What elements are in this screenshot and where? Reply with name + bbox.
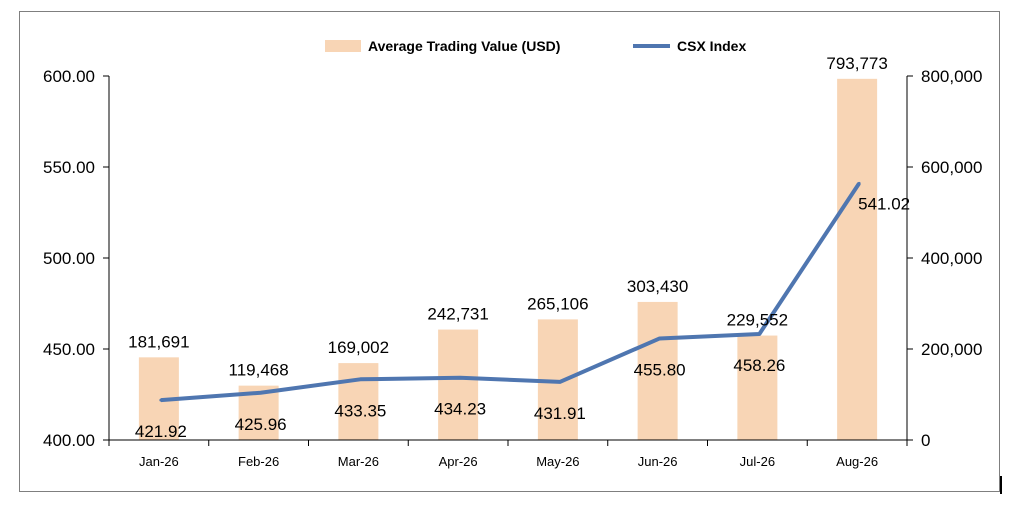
y-left-tick-label: 400.00 [43, 431, 95, 450]
csx-index-point [159, 398, 163, 402]
csx-index-point [259, 391, 263, 395]
y-left-tick-label: 450.00 [43, 340, 95, 359]
bar-jun-26 [637, 301, 678, 440]
csx-index-point [658, 336, 662, 340]
bar-value-label: 265,106 [527, 294, 588, 313]
line-series [159, 181, 861, 403]
x-tick-label: Mar-26 [338, 454, 379, 469]
y-left-tick-label: 550.00 [43, 158, 95, 177]
y-right-tick-label: 0 [921, 431, 930, 450]
line-value-label: 421.92 [135, 422, 187, 441]
legend-label-line: CSX Index [677, 38, 746, 54]
data-labels: 181,691 119,468 169,002 242,731 265,106 303,4… [128, 54, 910, 441]
bar-aug-26 [837, 78, 878, 440]
y-left-tick-label: 600.00 [43, 67, 95, 86]
x-tick-label: Apr-26 [439, 454, 478, 469]
x-tick-label: Jan-26 [139, 454, 179, 469]
csx-index-point [558, 380, 562, 384]
y-right-tick-label: 200,000 [921, 340, 982, 359]
bar-value-label: 119,468 [229, 361, 289, 380]
chart-frame [19, 11, 1000, 492]
csx-index-line [160, 182, 861, 403]
bar-jul-26 [737, 335, 778, 440]
line-value-label: 431.91 [534, 404, 586, 423]
csx-index-point [857, 181, 861, 185]
bar-value-label: 229,552 [727, 311, 788, 330]
legend: Average Trading Value (USD) CSX Index [325, 38, 746, 54]
line-value-label: 433.35 [334, 401, 386, 420]
legend-swatch-bar [325, 40, 361, 52]
csx-index-point [358, 377, 362, 381]
y-right-tick-label: 400,000 [921, 249, 982, 268]
line-value-label: 541.02 [858, 194, 910, 213]
bar-value-label: 303,430 [627, 277, 688, 296]
bar-value-label: 169,002 [328, 338, 389, 357]
bar-mar-26 [338, 363, 379, 440]
bar-value-label: 181,691 [128, 332, 189, 351]
line-value-label: 425.96 [235, 415, 287, 434]
csx-index-point [458, 376, 462, 380]
edge-mark [1000, 476, 1002, 494]
x-tick-label: Jun-26 [638, 454, 678, 469]
line-value-label: 458.26 [733, 356, 785, 375]
legend-label-bar: Average Trading Value (USD) [368, 38, 560, 54]
bar-series [138, 78, 878, 440]
bar-apr-26 [438, 329, 479, 440]
bar-value-label: 793,773 [826, 54, 887, 73]
line-value-label: 434.23 [434, 400, 486, 419]
x-tick-label: May-26 [536, 454, 579, 469]
csx-index-point [757, 332, 761, 336]
y-right-tick-label: 600,000 [921, 158, 982, 177]
axes: 400.00 450.00 500.00 550.00 600.00 0 200,000 40… [43, 67, 982, 469]
x-tick-label: Jul-26 [740, 454, 775, 469]
y-right-tick-label: 800,000 [921, 67, 982, 86]
bar-value-label: 242,731 [427, 305, 488, 324]
x-tick-label: Feb-26 [238, 454, 279, 469]
y-left-tick-label: 500.00 [43, 249, 95, 268]
line-value-label: 455.80 [634, 360, 686, 379]
x-tick-label: Aug-26 [836, 454, 878, 469]
